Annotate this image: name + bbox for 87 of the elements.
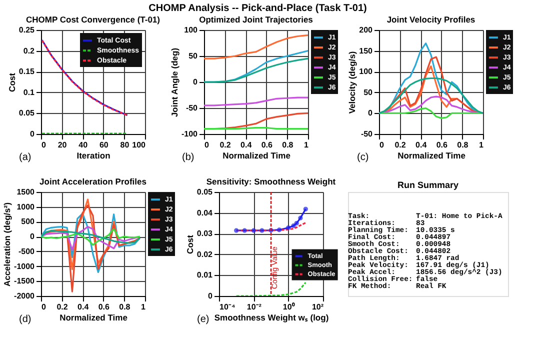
y-tick-label: 0: [193, 78, 198, 86]
x-tick-label: 1: [304, 140, 310, 150]
x-axis-title: Smoothness Weight wₛ (log): [214, 312, 329, 322]
y-tick-label: 0: [30, 232, 36, 242]
text: (e): [197, 314, 210, 325]
x-tick-label: 0.2: [56, 302, 68, 312]
text: Run Summary: [397, 180, 459, 190]
y-tick-label: 50: [364, 88, 374, 97]
y-tick-label: -1000: [14, 262, 36, 271]
y-tick-label: 0.03: [196, 229, 214, 238]
y-tick-label: 0: [30, 130, 36, 138]
y-tick-label: 500: [21, 217, 36, 226]
text: (b): [182, 152, 194, 163]
chart-title: Optimized Joint Trajectories: [199, 14, 314, 24]
x-tick-label: 40: [78, 140, 88, 150]
x-tick-label: 0.4: [416, 140, 428, 150]
chart-title: Joint Velocity Profiles: [386, 14, 476, 24]
x-axis-title: Normalized Time: [222, 150, 291, 160]
line-series: [204, 58, 308, 83]
y-tick-label: -50: [360, 130, 374, 138]
line-series: [204, 34, 308, 60]
y-tick-label: 0: [208, 292, 214, 300]
y-axis-title: Joint Angle (deg): [169, 48, 180, 118]
x-tick-label: 0.6: [98, 302, 110, 312]
y-tick-label: 150: [359, 46, 374, 56]
y-tick-label: -50: [186, 104, 198, 112]
y-tick-label: 50: [188, 52, 198, 60]
y-tick-label: 0: [368, 108, 374, 118]
x-tick-label: 10⁰: [282, 302, 295, 312]
x-tick-label: 0.4: [78, 302, 90, 312]
x-tick-label: 100: [132, 140, 146, 150]
x-axis-title: Iteration: [76, 150, 110, 160]
y-tick-label: 1500: [16, 188, 36, 196]
y-tick-label: 100: [184, 26, 198, 34]
y-tick-label: -100: [181, 130, 198, 138]
x-tick-label: 0.6: [436, 140, 448, 150]
x-axis-title: Normalized Time: [60, 312, 128, 322]
y-tick-label: 0.05: [196, 188, 214, 196]
line-series: [379, 107, 483, 119]
y-tick-label: 1000: [16, 202, 36, 212]
x-tick-label: 10²: [312, 302, 324, 312]
y-tick-label: -500: [18, 246, 36, 256]
y-tick-label: 200: [359, 26, 374, 34]
x-tick-label: 1: [141, 302, 146, 312]
line-series: [41, 226, 141, 251]
x-tick-label: 80: [120, 140, 130, 150]
x-tick-label: 0: [42, 302, 46, 312]
y-tick-label: 0.15: [18, 67, 36, 76]
x-tick-label: 10⁻²: [246, 302, 262, 312]
x-tick-label: 20: [58, 140, 68, 150]
y-tick-label: 0.05: [18, 108, 36, 118]
line-series: [379, 77, 483, 114]
chart-title: Sensitivity: Smoothness Weight: [206, 176, 336, 186]
line-series: [204, 96, 308, 106]
x-tick-label: 1: [479, 140, 484, 150]
y-tick-label: 0.02: [196, 250, 214, 259]
y-axis-title: Acceleration (deg/s²): [2, 202, 12, 287]
x-tick-label: 0.2: [394, 140, 406, 150]
y-tick-label: 0.01: [196, 270, 214, 280]
y-tick-label: -1500: [14, 276, 36, 286]
x-tick-label: 0.8: [457, 140, 469, 150]
x-tick-label: 0: [42, 140, 46, 150]
x-tick-label: 0.6: [261, 140, 274, 150]
y-tick-label: 0.04: [196, 208, 214, 218]
x-tick-label: 0.8: [282, 140, 294, 150]
chart-title: CHOMP Cost Convergence (T-01): [26, 14, 160, 24]
x-tick-label: 10⁻⁴: [220, 302, 236, 312]
y-axis-title: Cost: [6, 72, 17, 92]
y-axis-title: Velocity (deg/s): [347, 51, 358, 114]
x-tick-label: 0: [380, 140, 384, 150]
text: (c): [357, 152, 369, 163]
x-tick-label: 0.8: [119, 302, 131, 312]
text: (a): [19, 152, 32, 163]
y-tick-label: 0.1: [23, 88, 36, 97]
line-series: [41, 212, 141, 274]
y-tick-label: 0.25: [18, 26, 36, 34]
chart-title: Joint Acceleration Profiles: [40, 176, 147, 186]
y-tick-label: 0.2: [23, 46, 36, 56]
x-tick-label: 0.4: [240, 140, 252, 150]
x-tick-label: 0.2: [220, 140, 232, 150]
x-tick-label: 60: [99, 140, 109, 150]
y-axis-title: Cost: [184, 234, 195, 254]
text: CHOMP Analysis -- Pick-and-Place (Task T-01): [148, 3, 367, 14]
y-tick-label: -2000: [14, 292, 36, 300]
y-tick-label: 100: [359, 67, 374, 76]
x-axis-title: Normalized Time: [398, 150, 466, 160]
text: (d): [19, 314, 32, 325]
